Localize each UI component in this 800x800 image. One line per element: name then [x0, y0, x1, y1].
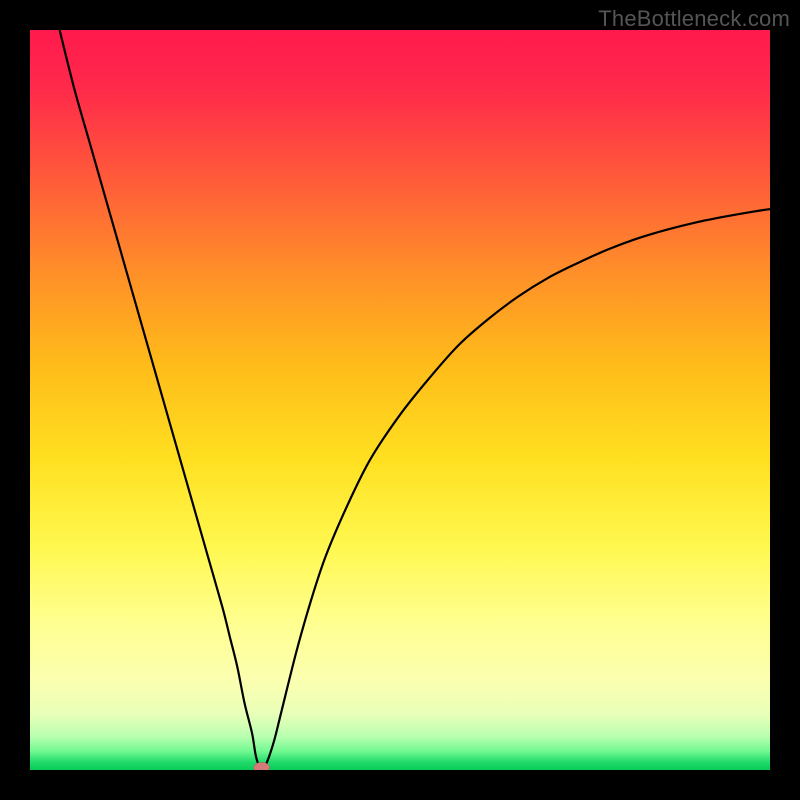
bottleneck-chart [0, 0, 800, 800]
plot-background [30, 30, 770, 770]
watermark-text: TheBottleneck.com [598, 6, 790, 32]
